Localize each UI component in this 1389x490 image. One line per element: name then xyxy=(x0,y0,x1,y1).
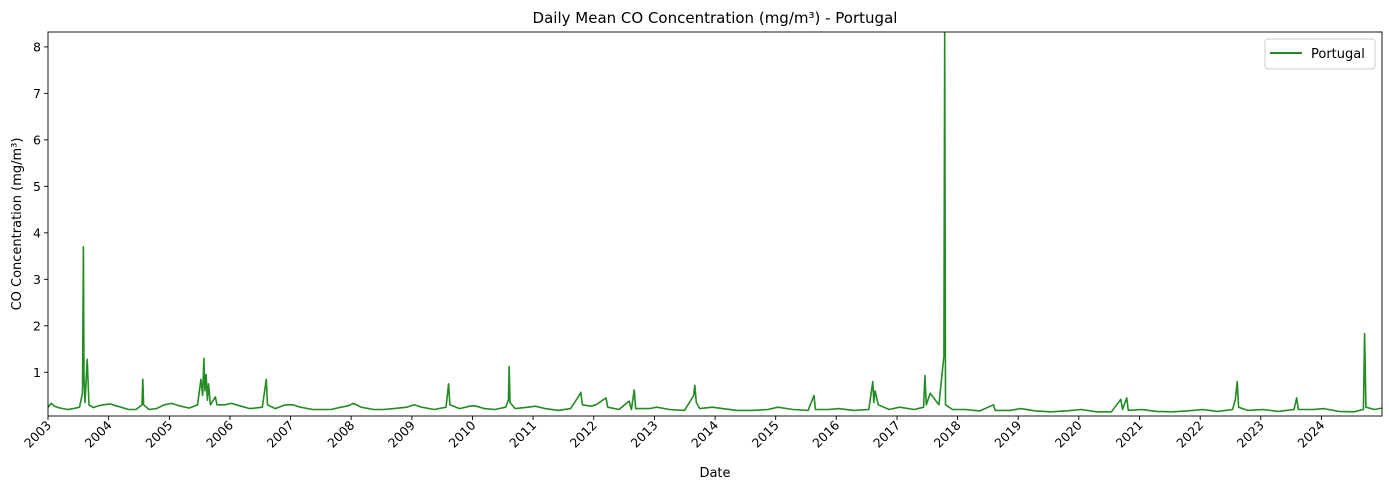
x-tick-label: 2015 xyxy=(749,418,782,451)
x-tick-label: 2019 xyxy=(991,417,1024,450)
x-tick-label: 2012 xyxy=(567,418,600,451)
y-tick-label: 8 xyxy=(33,39,41,54)
y-tick-label: 4 xyxy=(33,225,41,240)
y-tick-label: 7 xyxy=(33,86,41,101)
legend-label-portugal: Portugal xyxy=(1311,47,1365,62)
x-tick-label: 2013 xyxy=(628,418,661,451)
legend: Portugal xyxy=(1264,38,1376,70)
series-layer xyxy=(47,32,1383,413)
x-tick-label: 2011 xyxy=(506,418,539,451)
y-tick-label: 5 xyxy=(33,179,41,194)
x-tick-label: 2008 xyxy=(324,417,357,450)
y-tick-label: 1 xyxy=(33,365,41,380)
x-axis: 2003 2004 2005 2006 2007 2008 2009 2010 2011 2012… xyxy=(21,416,1328,451)
x-tick-label: 2003 xyxy=(21,418,54,451)
y-tick-label: 6 xyxy=(33,132,41,147)
x-tick-label: 2017 xyxy=(870,418,903,451)
x-tick-label: 2021 xyxy=(1113,418,1146,451)
x-tick-label: 2004 xyxy=(82,417,115,450)
x-tick-label: 2006 xyxy=(203,417,236,450)
y-axis-title: CO Concentration (mg/m³) xyxy=(10,138,25,311)
x-tick-label: 2016 xyxy=(809,417,842,450)
y-tick-label: 3 xyxy=(33,272,41,287)
x-tick-label: 2020 xyxy=(1052,417,1085,450)
x-tick-label: 2018 xyxy=(931,417,964,450)
x-axis-title: Date xyxy=(699,466,730,481)
x-tick-label: 2024 xyxy=(1294,417,1327,450)
x-tick-label: 2009 xyxy=(385,417,418,450)
x-tick-label: 2022 xyxy=(1173,418,1206,451)
series-line-0 xyxy=(47,32,1383,413)
legend-box xyxy=(1264,38,1376,70)
chart-title: Daily Mean CO Concentration (mg/m³) - Po… xyxy=(533,9,898,27)
x-tick-label: 2023 xyxy=(1234,418,1267,451)
x-tick-label: 2007 xyxy=(264,418,297,451)
x-tick-label: 2014 xyxy=(688,417,721,450)
plot-area-background xyxy=(48,32,1382,416)
x-tick-label: 2005 xyxy=(142,418,175,451)
y-tick-label: 2 xyxy=(33,318,41,333)
x-tick-label: 2010 xyxy=(446,417,479,450)
y-axis: 1 2 3 4 5 6 7 8 xyxy=(33,39,48,380)
